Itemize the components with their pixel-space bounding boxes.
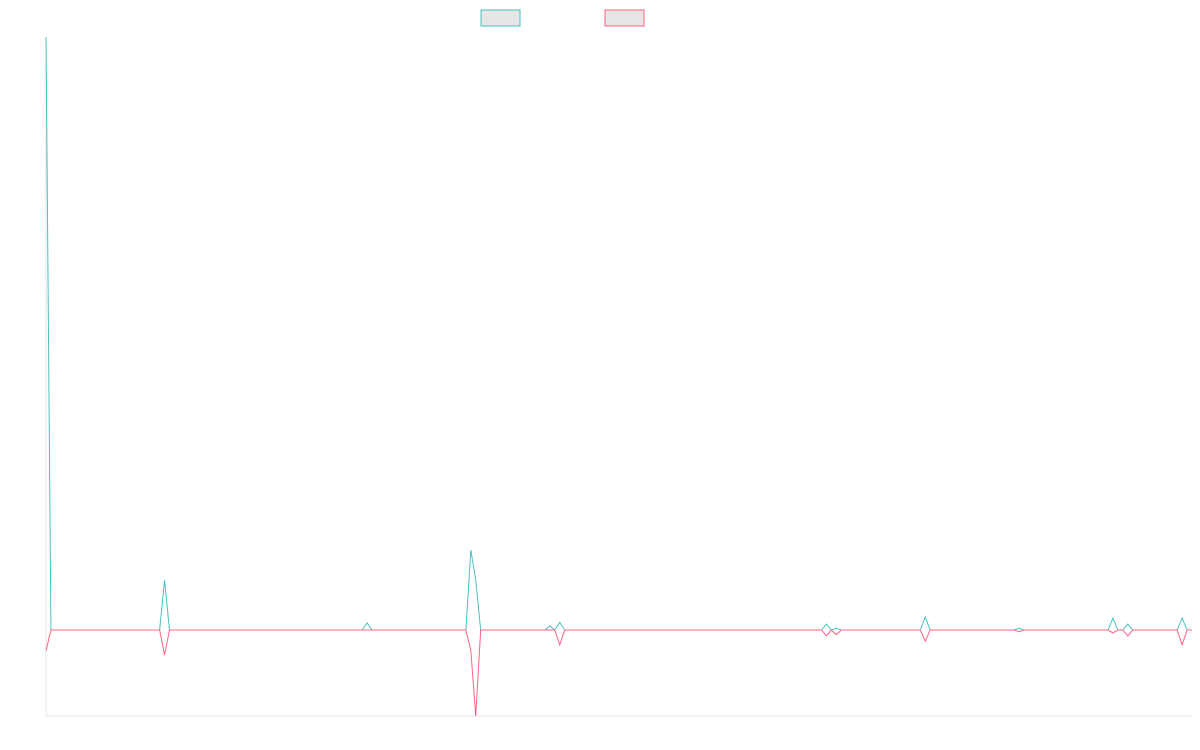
legend-swatch xyxy=(604,9,645,27)
series-line xyxy=(45,36,1192,631)
legend-swatch xyxy=(480,9,521,27)
series-line xyxy=(45,629,1192,717)
